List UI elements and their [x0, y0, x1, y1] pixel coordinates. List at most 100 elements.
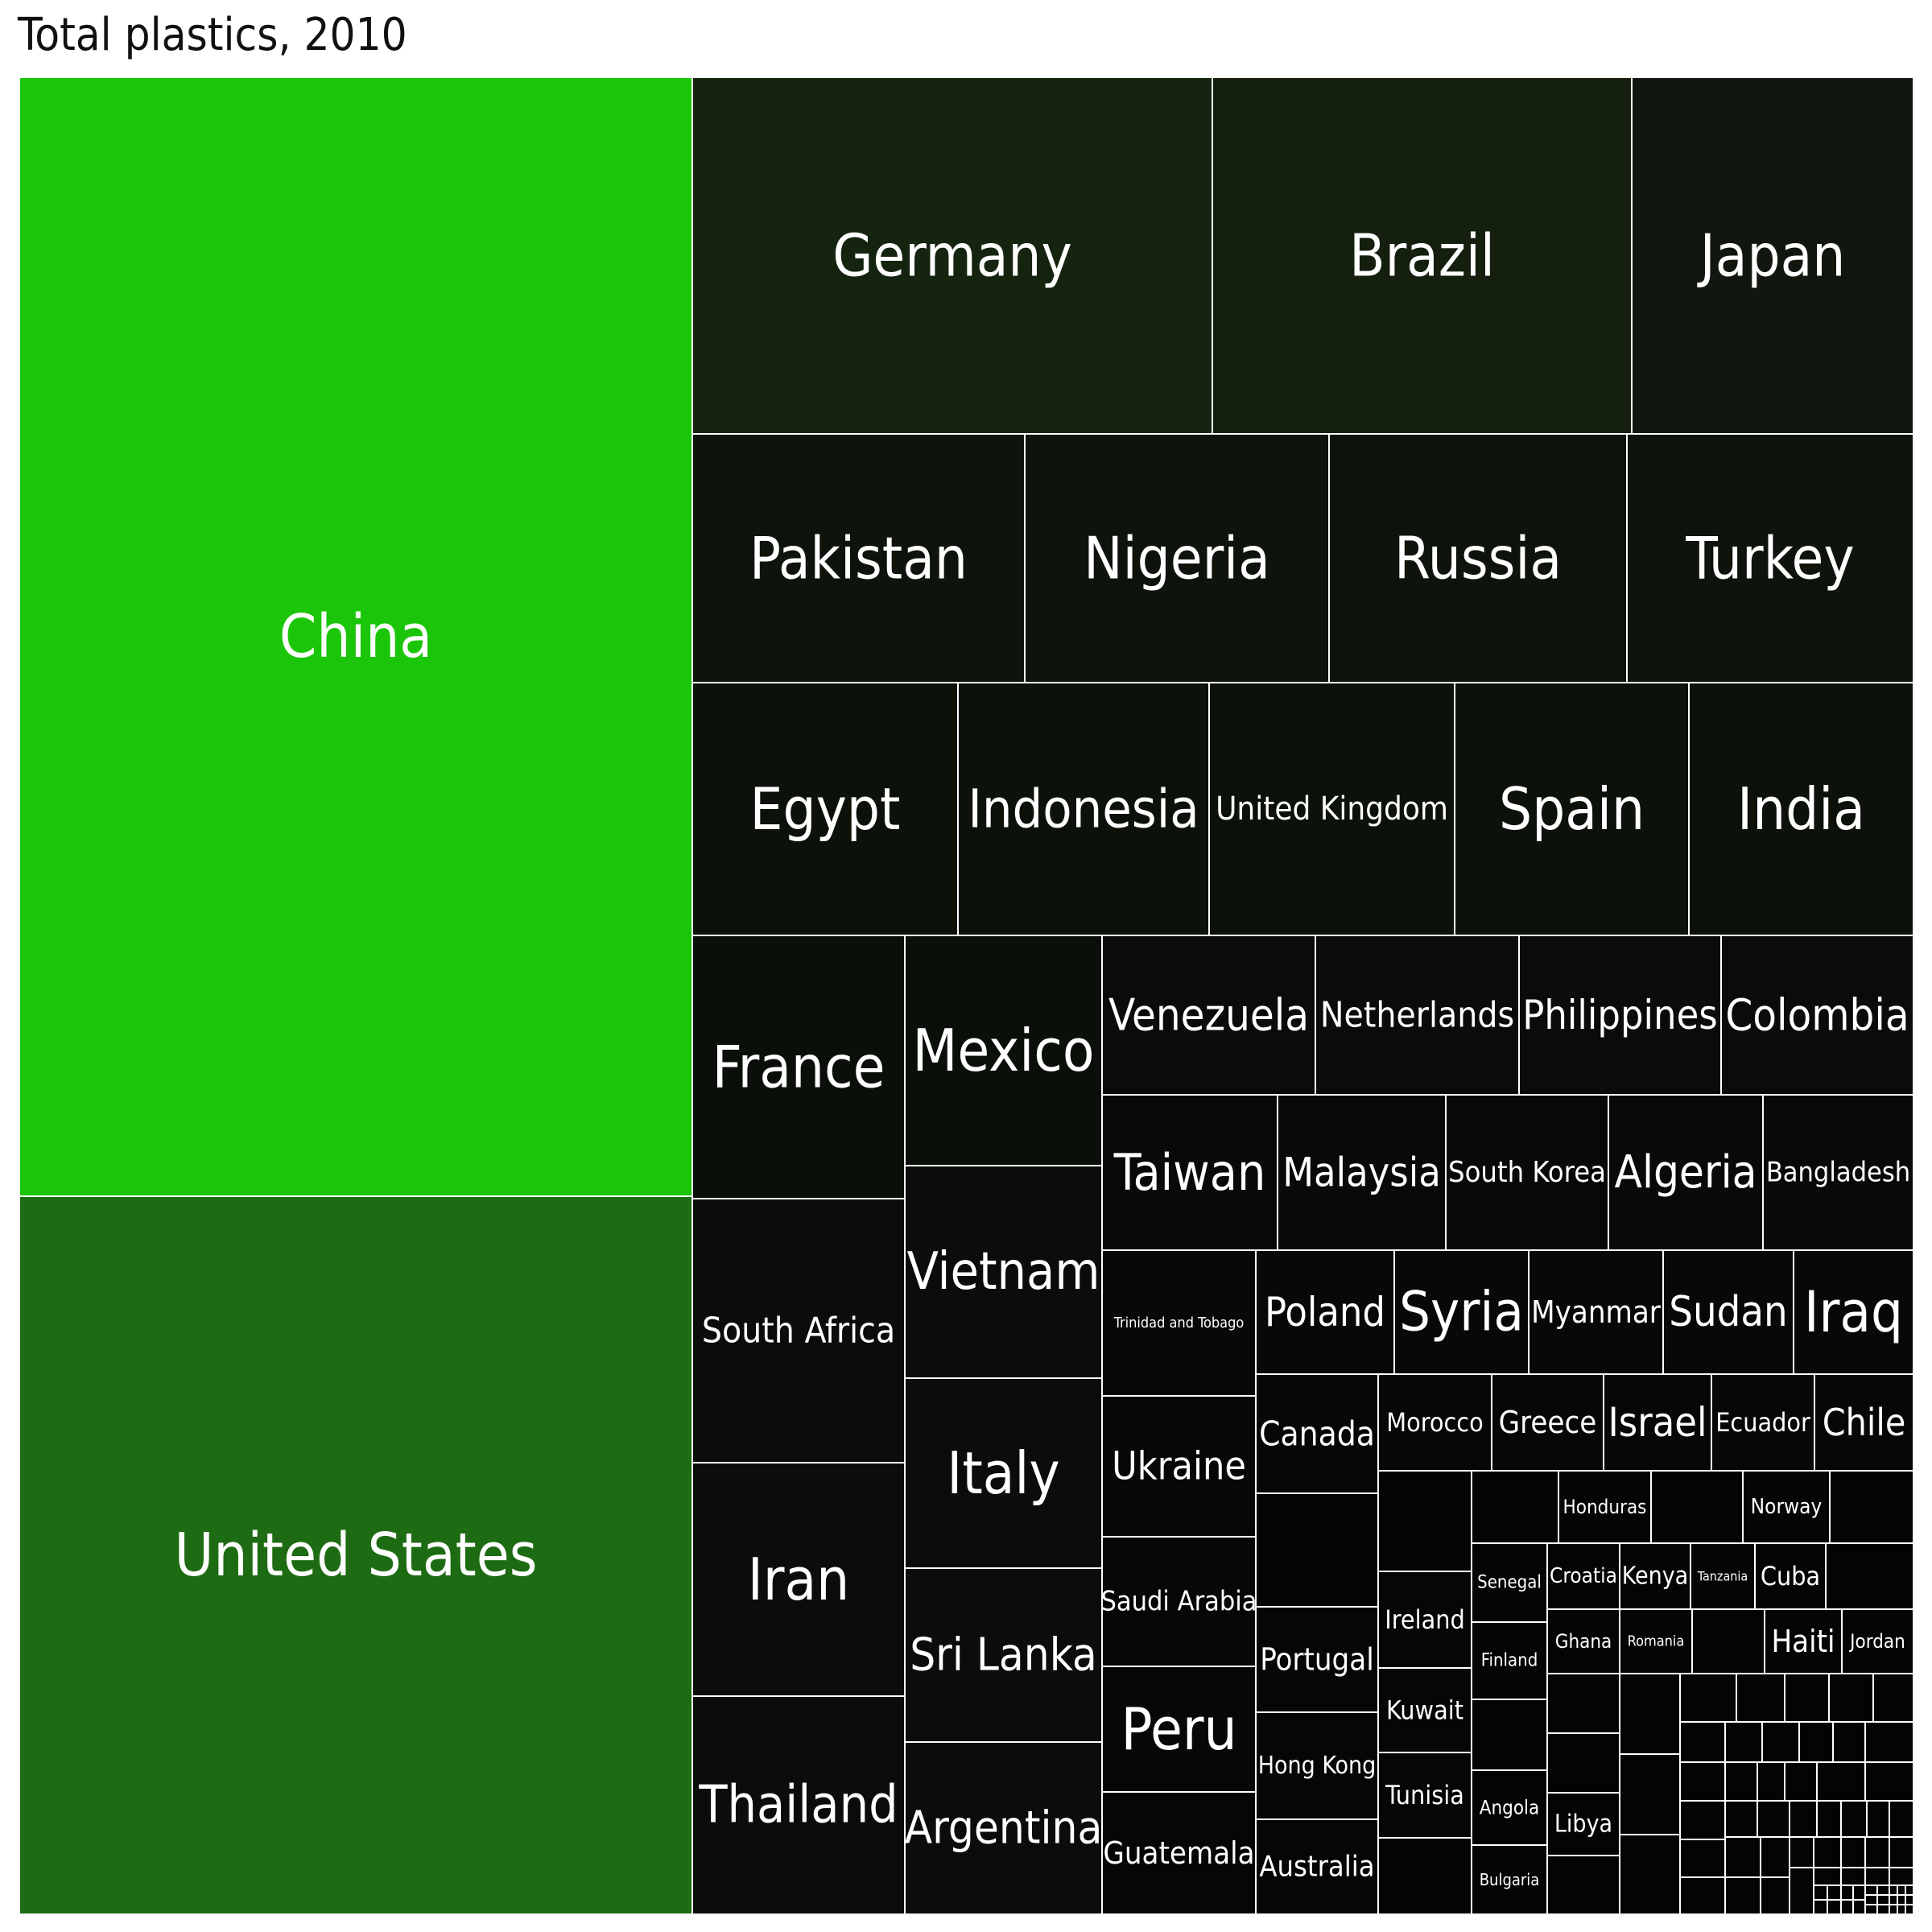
treemap-tile-honduras	[1558, 1470, 1652, 1544]
treemap-tile-cuba	[1754, 1542, 1827, 1610]
treemap-label-china: China	[279, 602, 432, 671]
treemap-label-mexico: Mexico	[912, 1017, 1094, 1084]
treemap-tile-libya	[1546, 1792, 1620, 1856]
treemap-tile-spain	[1454, 682, 1690, 936]
treemap-label-tunisia: Tunisia	[1385, 1780, 1464, 1810]
treemap-label-south-africa: South Africa	[702, 1311, 895, 1352]
treemap-tile-small	[1864, 1836, 1890, 1868]
treemap-label-guatemala: Guatemala	[1103, 1835, 1254, 1871]
treemap-tile-small	[1724, 1721, 1763, 1763]
treemap-tile-iraq	[1793, 1249, 1914, 1375]
treemap-tile-iran	[691, 1462, 906, 1697]
treemap-tile-ecuador	[1711, 1373, 1815, 1472]
treemap-tile-small	[1889, 1867, 1914, 1886]
treemap-label-egypt: Egypt	[750, 775, 901, 843]
treemap-label-thailand: Thailand	[698, 1776, 898, 1835]
treemap-tile-saudi-arabia	[1101, 1536, 1257, 1667]
treemap-label-portugal: Portugal	[1260, 1642, 1373, 1678]
treemap-tile-small	[1760, 1876, 1790, 1915]
treemap-tile-small	[1255, 1492, 1379, 1608]
treemap-tile-small	[1889, 1800, 1914, 1838]
treemap-tile-small	[1889, 1836, 1914, 1868]
treemap-label-malaysia: Malaysia	[1282, 1150, 1441, 1196]
treemap-label-morocco: Morocco	[1386, 1407, 1483, 1438]
treemap-label-saudi-arabia: Saudi Arabia	[1100, 1586, 1257, 1618]
treemap-tile-small	[1840, 1867, 1866, 1886]
treemap-label-peru: Peru	[1121, 1695, 1236, 1763]
treemap-label-myanmar: Myanmar	[1531, 1294, 1662, 1330]
treemap-tile-small	[1840, 1836, 1866, 1868]
treemap-tile-greece	[1491, 1373, 1604, 1472]
treemap-label-ecuador: Ecuador	[1715, 1407, 1810, 1438]
treemap-label-honduras: Honduras	[1563, 1496, 1647, 1518]
treemap-tile-malaysia	[1277, 1094, 1447, 1251]
treemap-tile-turkey	[1626, 433, 1914, 683]
treemap-tile-small	[1897, 1885, 1906, 1896]
treemap-label-syria: Syria	[1399, 1281, 1524, 1344]
treemap-tile-small	[1757, 1800, 1790, 1838]
treemap-label-bangladesh: Bangladesh	[1766, 1157, 1910, 1189]
treemap-tile-russia	[1328, 433, 1628, 683]
treemap-tile-small	[1864, 1761, 1914, 1802]
treemap-tile-small	[1471, 1699, 1548, 1771]
treemap-tile-small	[1619, 1673, 1681, 1755]
treemap-tile-italy	[904, 1377, 1103, 1569]
treemap-tile-vietnam	[904, 1165, 1103, 1379]
treemap-tile-france	[691, 935, 906, 1199]
treemap-tile-indonesia	[957, 682, 1210, 936]
treemap-tile-small	[1840, 1899, 1854, 1915]
treemap-tile-pakistan	[691, 433, 1026, 683]
treemap-label-norway: Norway	[1751, 1495, 1823, 1519]
treemap-tile-small	[1828, 1673, 1874, 1723]
treemap-tile-small	[1789, 1800, 1818, 1838]
treemap-tile-small	[1691, 1608, 1765, 1674]
treemap-tile-small	[1650, 1470, 1744, 1544]
treemap-label-japan: Japan	[1697, 222, 1846, 290]
treemap-tile-trinidad-and-tobago	[1101, 1249, 1257, 1397]
treemap-tile-colombia	[1720, 935, 1914, 1096]
treemap-tile-united-states	[19, 1195, 693, 1915]
treemap-tile-small	[1736, 1673, 1785, 1723]
treemap-tile-small	[1864, 1885, 1878, 1896]
treemap-label-iran: Iran	[748, 1546, 849, 1613]
treemap-tile-united-kingdom	[1208, 682, 1455, 936]
treemap-tile-small	[1840, 1800, 1868, 1838]
treemap-tile-small	[1832, 1721, 1866, 1763]
treemap-tile-guatemala	[1101, 1791, 1257, 1915]
treemap-tile-small	[1679, 1761, 1726, 1802]
treemap-tile-small	[1889, 1885, 1898, 1896]
treemap-tile-small	[1784, 1673, 1830, 1723]
treemap-tile-india	[1688, 682, 1914, 936]
treemap-tile-small	[1724, 1836, 1761, 1878]
treemap-tile-small	[1679, 1839, 1726, 1878]
treemap-label-trinidad-and-tobago: Trinidad and Tobago	[1113, 1315, 1245, 1331]
treemap-label-indonesia: Indonesia	[968, 778, 1199, 840]
treemap-label-angola: Angola	[1480, 1797, 1540, 1819]
treemap-tile-small	[1816, 1800, 1842, 1838]
treemap-tile-small	[1724, 1761, 1758, 1802]
treemap-label-hong-kong: Hong Kong	[1258, 1752, 1377, 1780]
treemap-label-vietnam: Vietnam	[907, 1242, 1100, 1302]
treemap-label-ukraine: Ukraine	[1112, 1444, 1246, 1489]
treemap-tile-netherlands	[1315, 935, 1520, 1096]
treemap-label-bulgaria: Bulgaria	[1480, 1870, 1540, 1889]
treemap-tile-small	[1864, 1894, 1878, 1905]
treemap-tile-small	[1852, 1899, 1866, 1915]
treemap-tile-small	[1619, 1753, 1681, 1835]
treemap-label-united-states: United States	[175, 1521, 538, 1590]
treemap-label-taiwan: Taiwan	[1113, 1143, 1266, 1202]
treemap-tile-germany	[691, 76, 1213, 435]
treemap-tile-small	[1760, 1836, 1790, 1878]
treemap-tile-tanzania	[1690, 1542, 1756, 1610]
treemap-label-cuba: Cuba	[1761, 1561, 1820, 1591]
treemap-tile-small	[1864, 1867, 1890, 1886]
treemap-tile-small	[1546, 1855, 1620, 1915]
treemap-label-spain: Spain	[1499, 775, 1645, 843]
treemap-label-united-kingdom: United Kingdom	[1216, 791, 1448, 828]
treemap-tile-small	[1679, 1673, 1737, 1723]
treemap-tile-small	[1679, 1721, 1726, 1763]
treemap-tile-small	[1829, 1470, 1914, 1544]
treemap-tile-small	[1816, 1761, 1866, 1802]
treemap-tile-small	[1852, 1885, 1866, 1901]
treemap-tile-venezuela	[1101, 935, 1316, 1096]
